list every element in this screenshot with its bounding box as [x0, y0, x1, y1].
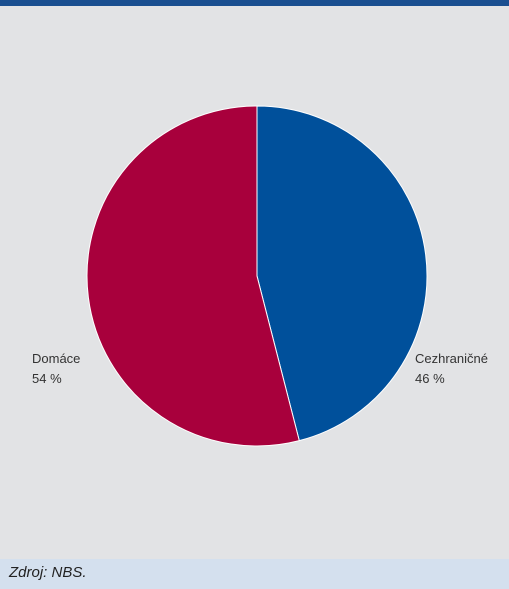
slice-label-cezhranicne-value: 46 % [415, 371, 445, 386]
source-note: Zdroj: NBS. [9, 564, 87, 581]
pie-slice-0 [256, 105, 428, 442]
chart-panel: Cezhraničné 46 % Domáce 54 % [0, 6, 509, 559]
slice-label-domace-name: Domáce [32, 351, 80, 366]
header-bar [0, 0, 509, 6]
slice-label-domace-value: 54 % [32, 371, 62, 386]
source-bar: Zdroj: NBS. [0, 559, 509, 589]
pie-chart: Cezhraničné 46 % Domáce 54 % [32, 105, 488, 447]
slice-label-cezhranicne-name: Cezhraničné [415, 351, 488, 366]
pie-slices [86, 105, 428, 447]
pie-slice-1 [86, 105, 300, 447]
